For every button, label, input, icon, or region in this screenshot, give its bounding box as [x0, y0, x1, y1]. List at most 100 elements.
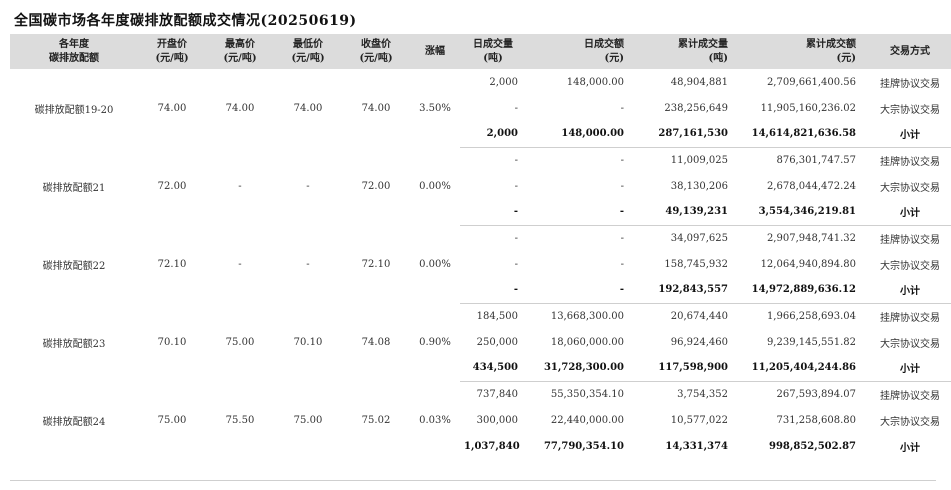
- cum-amount-cell: 2,907,948,741.32: [766, 232, 856, 244]
- change-cell: 0.03%: [419, 414, 451, 426]
- cum-amount-cell: 9,239,145,551.82: [766, 336, 856, 348]
- low-price-cell: -: [306, 258, 310, 270]
- table-row: - - 238,256,649 11,905,160,236.02 大宗协议交易: [10, 95, 951, 121]
- header-high-price: 最高价 (元/吨): [223, 38, 257, 64]
- day-amount-cell: -: [620, 180, 624, 192]
- high-price-cell: 75.50: [225, 414, 255, 426]
- cum-volume-cell: 10,577,022: [670, 414, 728, 426]
- header-year: 各年度 碳排放配额: [49, 38, 99, 64]
- method-cell: 大宗协议交易: [880, 338, 940, 350]
- day-volume-cell: 2,000: [489, 76, 518, 88]
- header-day-amount: 日成交额 (元): [584, 38, 624, 64]
- table-row: - - 158,745,932 12,064,940,894.80 大宗协议交易: [10, 251, 951, 277]
- high-price-cell: -: [238, 180, 242, 192]
- cum-amount-cell: 2,709,661,400.56: [766, 76, 856, 88]
- header-close-price: 收盘价 (元/吨): [359, 38, 393, 64]
- cum-amount-cell: 3,554,346,219.81: [736, 199, 864, 226]
- header-low-price: 最低价 (元/吨): [291, 38, 325, 64]
- cum-volume-cell: 238,256,649: [664, 102, 728, 114]
- subtotal-row: 1,037,840 77,790,354.10 14,331,374 998,8…: [10, 433, 951, 459]
- open-price-cell: 70.10: [157, 336, 187, 348]
- cum-volume-cell: 34,097,625: [670, 232, 728, 244]
- open-price-cell: 75.00: [157, 414, 187, 426]
- cum-volume-cell: 287,161,530: [632, 121, 736, 148]
- cum-amount-cell: 12,064,940,894.80: [760, 258, 856, 270]
- cum-volume-cell: 11,009,025: [670, 154, 728, 166]
- method-cell: 挂牌协议交易: [880, 234, 940, 246]
- table-row: 碳排放配额21 72.00 - - 72.00 0.00% - - 11,009…: [10, 147, 951, 194]
- allowance-year-cell: 碳排放配额23: [42, 338, 106, 350]
- close-price-cell: 74.00: [361, 102, 391, 114]
- page-title: 全国碳市场各年度碳排放配额成交情况(20250619): [14, 13, 357, 29]
- cum-amount-cell: 876,301,747.57: [776, 154, 856, 166]
- day-volume-cell: 250,000: [476, 336, 518, 348]
- day-amount-cell: -: [620, 102, 624, 114]
- subtotal-row: - - 192,843,557 14,972,889,636.12 小计: [10, 277, 951, 304]
- cum-amount-cell: 731,258,608.80: [776, 414, 856, 426]
- header-cum-volume: 累计成交量 (吨): [678, 38, 728, 64]
- day-amount-cell: -: [620, 232, 624, 244]
- close-price-cell: 72.10: [361, 258, 391, 270]
- cum-volume-cell: 48,904,881: [670, 76, 728, 88]
- day-volume-cell: -: [460, 199, 526, 226]
- cum-volume-cell: 49,139,231: [632, 199, 736, 226]
- cum-amount-cell: 267,593,894.07: [776, 388, 856, 400]
- day-amount-cell: -: [526, 277, 632, 304]
- low-price-cell: -: [306, 180, 310, 192]
- table-row: 碳排放配额23 70.10 75.00 70.10 74.08 0.90% 18…: [10, 303, 951, 350]
- low-price-cell: 74.00: [293, 102, 323, 114]
- day-amount-cell: 77,790,354.10: [543, 440, 624, 452]
- high-price-cell: -: [238, 258, 242, 270]
- table-row: 250,000 18,060,000.00 96,924,460 9,239,1…: [10, 329, 951, 355]
- cum-amount-cell: 2,678,044,472.24: [766, 180, 856, 192]
- method-cell: 挂牌协议交易: [880, 390, 940, 402]
- close-price-cell: 72.00: [361, 180, 391, 192]
- header-day-volume: 日成交量 (吨): [473, 38, 513, 64]
- subtotal-row: 2,000 148,000.00 287,161,530 14,614,821,…: [10, 121, 951, 148]
- open-price-cell: 74.00: [157, 102, 187, 114]
- day-amount-cell: 18,060,000.00: [550, 336, 624, 348]
- day-volume-cell: -: [514, 180, 518, 192]
- table-row: 碳排放配额24 75.00 75.50 75.00 75.02 0.03% 73…: [10, 381, 951, 428]
- cum-volume-cell: 158,745,932: [664, 258, 728, 270]
- day-volume-cell: 2,000: [460, 121, 526, 148]
- change-cell: 0.00%: [419, 258, 451, 270]
- carbon-trading-table: 各年度 碳排放配额 开盘价 (元/吨) 最高价 (元/吨) 最低价 (元/吨) …: [10, 34, 951, 459]
- method-cell: 挂牌协议交易: [880, 78, 940, 90]
- open-price-cell: 72.10: [157, 258, 187, 270]
- cum-volume-cell: 3,754,352: [677, 388, 728, 400]
- low-price-cell: 75.00: [293, 414, 323, 426]
- change-cell: 0.90%: [419, 336, 451, 348]
- allowance-year-cell: 碳排放配额21: [42, 182, 106, 194]
- day-amount-cell: 148,000.00: [566, 76, 624, 88]
- day-volume-cell: -: [460, 277, 526, 304]
- method-cell: 小计: [864, 277, 951, 304]
- method-cell: 大宗协议交易: [880, 260, 940, 272]
- high-price-cell: 74.00: [225, 102, 255, 114]
- day-volume-cell: 737,840: [476, 388, 518, 400]
- day-volume-cell: -: [514, 102, 518, 114]
- allowance-year-cell: 碳排放配额24: [42, 416, 106, 428]
- subtotal-row: 434,500 31,728,300.00 117,598,900 11,205…: [10, 355, 951, 382]
- header-change: 涨幅: [425, 45, 445, 57]
- day-volume-cell: -: [514, 154, 518, 166]
- cum-amount-cell: 1,966,258,693.04: [766, 310, 856, 322]
- day-amount-cell: 55,350,354.10: [550, 388, 624, 400]
- cum-volume-cell: 192,843,557: [632, 277, 736, 304]
- method-cell: 大宗协议交易: [880, 416, 940, 428]
- cum-amount-cell: 14,614,821,636.58: [736, 121, 864, 148]
- method-cell: 小计: [900, 442, 920, 454]
- day-amount-cell: -: [620, 258, 624, 270]
- day-amount-cell: -: [620, 154, 624, 166]
- change-cell: 0.00%: [419, 180, 451, 192]
- day-amount-cell: 31,728,300.00: [526, 355, 632, 382]
- table-row: 300,000 22,440,000.00 10,577,022 731,258…: [10, 407, 951, 433]
- close-price-cell: 75.02: [361, 414, 391, 426]
- day-volume-cell: 184,500: [476, 310, 518, 322]
- cum-volume-cell: 117,598,900: [632, 355, 736, 382]
- cum-volume-cell: 38,130,206: [670, 180, 728, 192]
- day-amount-cell: 148,000.00: [526, 121, 632, 148]
- cum-amount-cell: 998,852,502.87: [769, 440, 856, 452]
- low-price-cell: 70.10: [293, 336, 323, 348]
- cum-amount-cell: 11,205,404,244.86: [736, 355, 864, 382]
